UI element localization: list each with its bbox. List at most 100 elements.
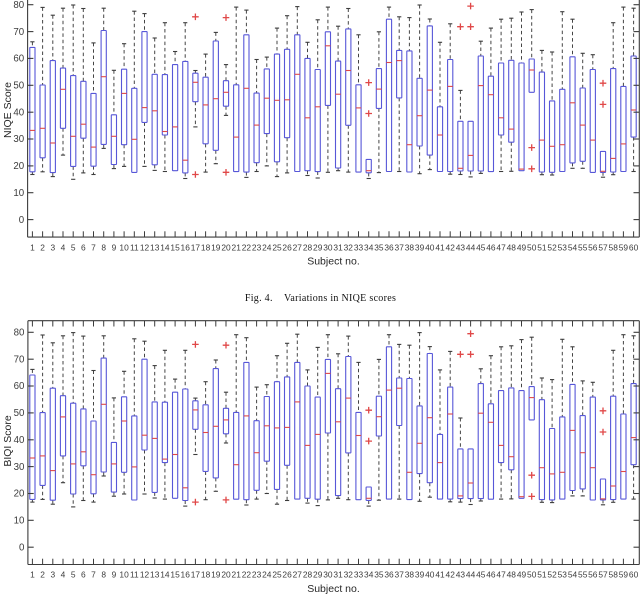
svg-text:27: 27: [293, 570, 303, 580]
svg-text:30: 30: [323, 570, 333, 580]
svg-text:44: 44: [466, 570, 476, 580]
svg-text:25: 25: [272, 570, 282, 580]
svg-text:34: 34: [364, 570, 374, 580]
svg-text:20: 20: [221, 242, 231, 252]
svg-text:17: 17: [191, 242, 201, 252]
svg-text:2: 2: [40, 242, 45, 252]
svg-text:7: 7: [91, 570, 96, 580]
svg-text:14: 14: [160, 242, 170, 252]
svg-text:37: 37: [395, 570, 405, 580]
svg-text:35: 35: [374, 242, 384, 252]
svg-text:52: 52: [547, 570, 557, 580]
svg-text:22: 22: [242, 570, 252, 580]
svg-text:Subject no.: Subject no.: [307, 256, 360, 268]
svg-text:1: 1: [30, 570, 35, 580]
svg-text:0: 0: [19, 215, 25, 226]
svg-text:54: 54: [568, 242, 578, 252]
svg-text:35: 35: [374, 570, 384, 580]
svg-text:13: 13: [150, 570, 160, 580]
svg-text:4: 4: [61, 570, 66, 580]
svg-text:Subject no.: Subject no.: [307, 583, 360, 595]
svg-text:16: 16: [181, 570, 191, 580]
svg-text:25: 25: [272, 242, 282, 252]
svg-text:60: 60: [629, 570, 639, 580]
svg-text:49: 49: [517, 570, 527, 580]
svg-text:30: 30: [14, 462, 25, 473]
svg-text:50: 50: [14, 408, 25, 419]
svg-text:5: 5: [71, 242, 76, 252]
svg-text:40: 40: [14, 435, 25, 446]
svg-text:26: 26: [282, 242, 292, 252]
svg-text:Fig. 4. Variations in NIQE: Fig. 4. Variations in NIQE scores: [245, 293, 396, 304]
svg-text:28: 28: [303, 242, 313, 252]
svg-text:20: 20: [14, 489, 25, 500]
svg-text:47: 47: [496, 570, 506, 580]
svg-text:24: 24: [262, 570, 272, 580]
svg-text:43: 43: [456, 570, 466, 580]
svg-text:6: 6: [81, 242, 86, 252]
svg-text:10: 10: [13, 188, 24, 199]
svg-text:51: 51: [537, 242, 547, 252]
svg-text:10: 10: [14, 516, 25, 527]
svg-text:15: 15: [170, 570, 180, 580]
svg-text:17: 17: [191, 570, 201, 580]
svg-text:20: 20: [221, 570, 231, 580]
svg-text:52: 52: [547, 242, 557, 252]
svg-text:18: 18: [201, 570, 211, 580]
svg-text:58: 58: [609, 242, 619, 252]
svg-text:60: 60: [14, 381, 25, 392]
svg-text:2: 2: [40, 570, 45, 580]
svg-text:33: 33: [354, 242, 364, 252]
svg-text:42: 42: [446, 570, 456, 580]
svg-text:NIQE Score: NIQE Score: [2, 82, 14, 138]
svg-text:7: 7: [91, 242, 96, 252]
svg-text:56: 56: [588, 242, 598, 252]
svg-text:47: 47: [496, 242, 506, 252]
svg-text:1: 1: [30, 242, 35, 252]
svg-text:59: 59: [619, 570, 629, 580]
svg-text:20: 20: [13, 161, 24, 172]
svg-text:30: 30: [323, 242, 333, 252]
svg-text:42: 42: [446, 242, 456, 252]
svg-text:29: 29: [313, 242, 323, 252]
svg-text:23: 23: [252, 570, 262, 580]
svg-text:36: 36: [384, 242, 394, 252]
svg-text:15: 15: [170, 242, 180, 252]
svg-text:38: 38: [405, 242, 415, 252]
svg-text:22: 22: [242, 242, 252, 252]
svg-text:53: 53: [558, 242, 568, 252]
svg-text:19: 19: [211, 242, 221, 252]
svg-text:31: 31: [333, 242, 343, 252]
svg-text:41: 41: [435, 570, 445, 580]
svg-text:18: 18: [201, 242, 211, 252]
svg-text:3: 3: [50, 242, 55, 252]
svg-text:13: 13: [150, 242, 160, 252]
svg-text:27: 27: [293, 242, 303, 252]
svg-text:40: 40: [425, 570, 435, 580]
svg-text:40: 40: [13, 107, 24, 118]
svg-text:10: 10: [119, 242, 129, 252]
svg-text:12: 12: [140, 242, 150, 252]
svg-text:19: 19: [211, 570, 221, 580]
svg-text:34: 34: [364, 242, 374, 252]
svg-text:57: 57: [598, 570, 608, 580]
svg-text:41: 41: [435, 242, 445, 252]
svg-text:24: 24: [262, 242, 272, 252]
svg-text:37: 37: [395, 242, 405, 252]
svg-text:4: 4: [61, 242, 66, 252]
svg-text:54: 54: [568, 570, 578, 580]
svg-text:70: 70: [14, 354, 25, 365]
svg-text:80: 80: [13, 0, 24, 11]
svg-text:21: 21: [232, 570, 242, 580]
svg-text:58: 58: [609, 570, 619, 580]
svg-text:39: 39: [415, 242, 425, 252]
svg-text:11: 11: [130, 242, 139, 252]
svg-text:6: 6: [81, 570, 86, 580]
svg-text:44: 44: [466, 242, 476, 252]
svg-text:0: 0: [19, 542, 25, 553]
svg-text:3: 3: [50, 570, 55, 580]
svg-text:43: 43: [456, 242, 466, 252]
svg-text:48: 48: [507, 570, 517, 580]
svg-text:60: 60: [629, 242, 639, 252]
svg-text:60: 60: [13, 54, 24, 65]
